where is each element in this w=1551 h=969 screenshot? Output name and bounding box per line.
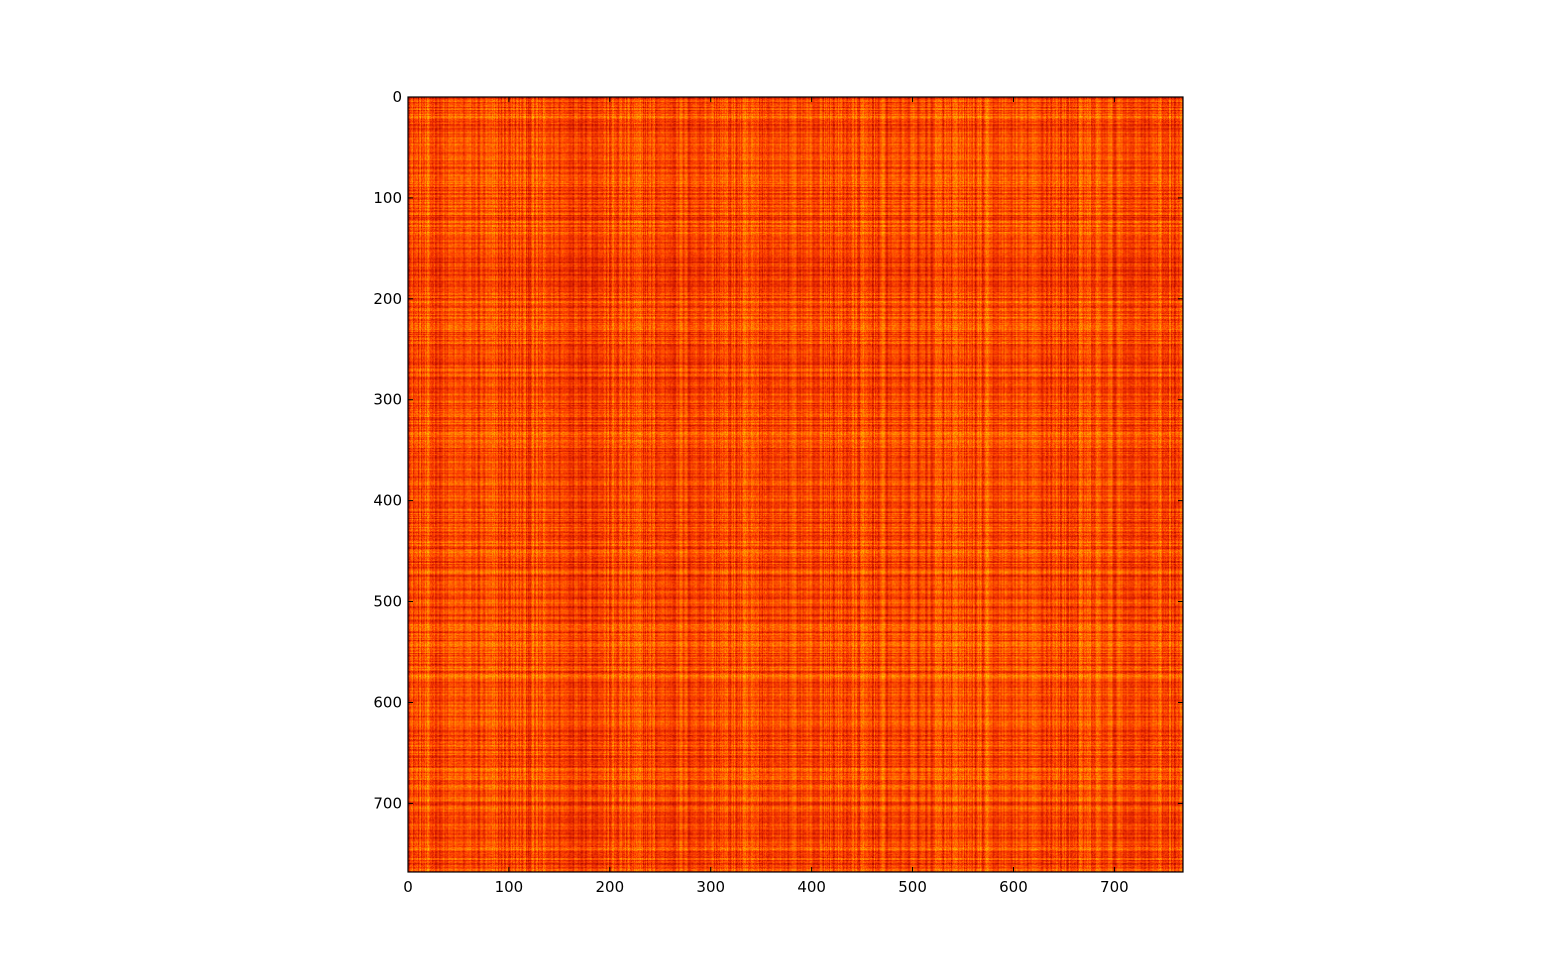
- y-tick-label: 600: [373, 693, 402, 711]
- y-tick-label: 100: [373, 189, 402, 207]
- x-tick-label: 0: [403, 878, 413, 896]
- x-tick-label: 300: [696, 878, 725, 896]
- x-tick-label: 200: [596, 878, 625, 896]
- y-tick-label: 700: [373, 794, 402, 812]
- x-tick-label: 400: [797, 878, 826, 896]
- plot-frame: [408, 97, 1183, 872]
- x-axis-ticks: 0 100 200 300 400 500 600 700: [403, 97, 1128, 896]
- y-tick-label: 400: [373, 492, 402, 510]
- y-tick-label: 500: [373, 593, 402, 611]
- x-tick-label: 100: [495, 878, 524, 896]
- y-axis-ticks: 0 100 200 300 400 500 600 700: [373, 88, 1183, 812]
- x-tick-label: 700: [1100, 878, 1129, 896]
- x-tick-label: 600: [999, 878, 1028, 896]
- x-tick-label: 500: [898, 878, 927, 896]
- y-tick-label: 0: [392, 88, 402, 106]
- y-tick-label: 300: [373, 391, 402, 409]
- y-tick-label: 200: [373, 290, 402, 308]
